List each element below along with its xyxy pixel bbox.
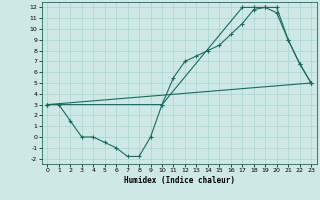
X-axis label: Humidex (Indice chaleur): Humidex (Indice chaleur)	[124, 176, 235, 185]
